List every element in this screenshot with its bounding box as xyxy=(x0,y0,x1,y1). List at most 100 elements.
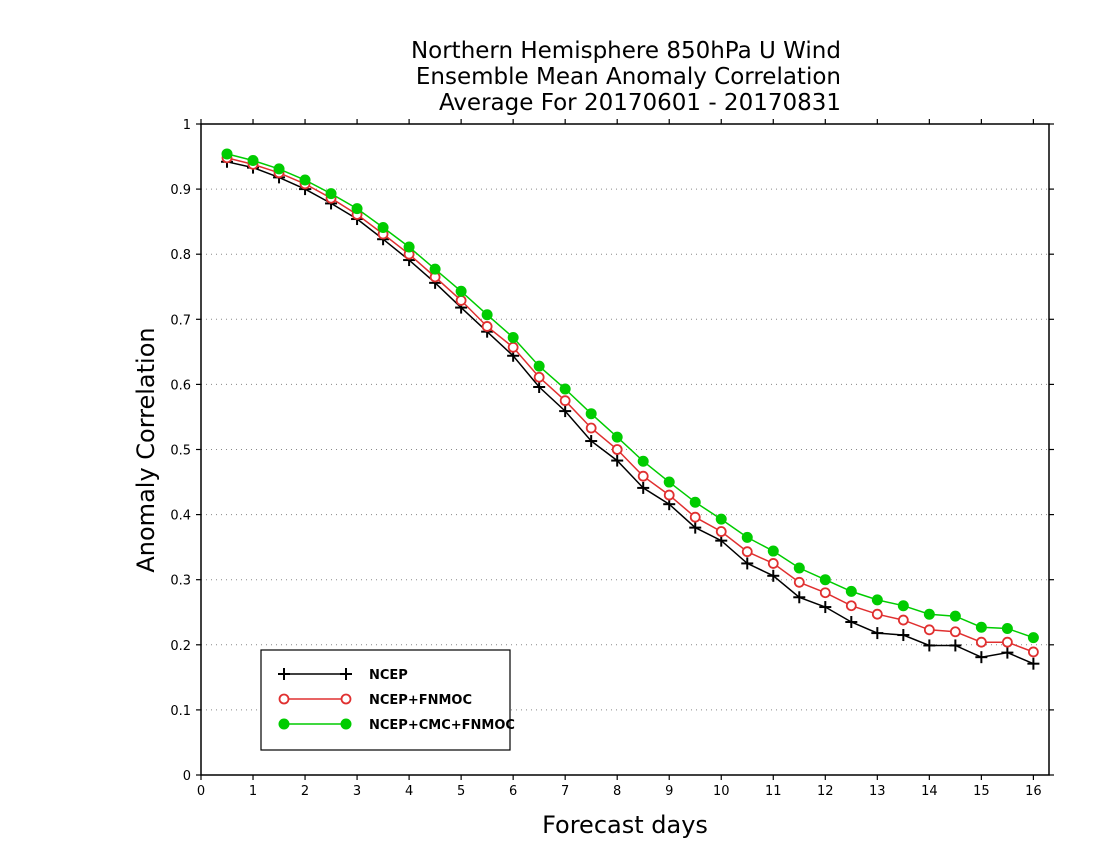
x-tick-label: 5 xyxy=(457,784,465,799)
x-tick-label: 14 xyxy=(921,784,938,799)
x-tick-label: 7 xyxy=(561,784,569,799)
x-tick-label: 13 xyxy=(869,784,886,799)
data-point xyxy=(637,455,649,467)
legend-marker xyxy=(278,693,290,705)
legend-box xyxy=(260,649,511,751)
data-point xyxy=(559,383,571,395)
y-tick-label: 0.8 xyxy=(170,248,191,263)
legend-label: NCEP xyxy=(369,668,408,683)
data-point xyxy=(273,163,285,175)
data-point xyxy=(871,608,883,620)
data-point xyxy=(481,309,493,321)
data-point xyxy=(949,626,961,638)
y-tick-label: 0.9 xyxy=(170,183,191,198)
y-tick-label: 0.1 xyxy=(170,704,191,719)
y-axis-label: Anomaly Correlation xyxy=(132,327,160,572)
data-point xyxy=(637,470,649,482)
data-point xyxy=(897,600,909,612)
data-point xyxy=(325,188,337,200)
series-line xyxy=(226,157,1034,653)
data-point xyxy=(507,332,519,344)
data-point xyxy=(793,576,805,588)
x-tick-label: 15 xyxy=(973,784,990,799)
data-point xyxy=(975,621,987,633)
data-point xyxy=(585,422,597,434)
x-tick-label: 12 xyxy=(817,784,834,799)
data-point xyxy=(1001,636,1013,648)
x-tick-label: 11 xyxy=(765,784,782,799)
series xyxy=(221,148,1040,670)
x-axis-label: Forecast days xyxy=(542,811,708,839)
x-tick-label: 4 xyxy=(405,784,413,799)
data-point xyxy=(533,381,546,394)
data-point xyxy=(533,360,545,372)
data-point xyxy=(611,444,623,455)
data-point xyxy=(1027,632,1039,644)
x-tick-label: 0 xyxy=(197,784,205,799)
y-tick-label: 0 xyxy=(183,769,191,784)
y-tick-label: 1 xyxy=(183,118,191,133)
data-point xyxy=(507,341,519,353)
data-point xyxy=(1001,623,1013,635)
series-line xyxy=(226,161,1034,665)
series-ncep xyxy=(221,155,1040,670)
data-point xyxy=(481,321,493,332)
series-line xyxy=(226,153,1034,639)
data-point xyxy=(533,371,545,383)
x-tick-label: 9 xyxy=(665,784,673,799)
data-point xyxy=(455,295,467,306)
data-point xyxy=(897,629,910,642)
data-point xyxy=(221,148,233,160)
legend-label: NCEP+CMC+FNMOC xyxy=(369,718,515,733)
chart-title-line: Ensemble Mean Anomaly Correlation xyxy=(416,64,841,90)
data-point xyxy=(975,636,987,648)
data-point xyxy=(819,574,831,586)
y-tick-label: 0.6 xyxy=(170,378,191,393)
y-tick-label: 0.4 xyxy=(170,509,191,524)
data-point xyxy=(1027,646,1039,658)
data-point xyxy=(767,569,780,582)
series-ncep-cmc-fnmoc xyxy=(221,148,1039,644)
chart-title-line: Northern Hemisphere 850hPa U Wind xyxy=(411,38,841,64)
chart-title-line: Average For 20170601 - 20170831 xyxy=(439,90,841,116)
x-tick-label: 2 xyxy=(301,784,309,799)
data-point xyxy=(689,521,702,534)
data-point xyxy=(611,431,623,443)
data-point xyxy=(767,545,779,557)
y-tick-label: 0.5 xyxy=(170,444,191,459)
gridlines xyxy=(201,188,1049,711)
y-tick-label: 0.7 xyxy=(170,313,191,328)
data-point xyxy=(585,408,597,420)
x-tick-label: 3 xyxy=(353,784,361,799)
legend-marker xyxy=(340,693,352,705)
x-ticks: 0 1 2 3 4 5 6 7 8 9 10 11 12 13 14 15 16 xyxy=(197,119,1042,799)
data-point xyxy=(923,608,935,620)
legend-marker xyxy=(278,718,290,730)
y-tick-label: 0.3 xyxy=(170,574,191,589)
data-point xyxy=(845,585,857,597)
y-tick-label: 0.2 xyxy=(170,639,191,654)
data-point xyxy=(299,174,311,186)
data-point xyxy=(793,562,805,574)
data-point xyxy=(741,557,754,570)
data-point xyxy=(377,222,389,234)
data-point xyxy=(403,241,415,253)
data-point xyxy=(741,531,753,543)
data-point xyxy=(949,610,961,622)
data-point xyxy=(871,627,884,640)
data-point xyxy=(663,489,675,501)
data-point xyxy=(819,587,831,599)
legend-marker xyxy=(278,668,290,680)
x-tick-label: 8 xyxy=(613,784,621,799)
x-tick-label: 6 xyxy=(509,784,517,799)
data-point xyxy=(455,285,467,297)
x-tick-label: 1 xyxy=(249,784,257,799)
legend-label: NCEP+FNMOC xyxy=(369,693,472,708)
data-point xyxy=(611,454,624,467)
legend-marker xyxy=(340,668,352,680)
data-point xyxy=(1027,657,1040,670)
x-tick-label: 16 xyxy=(1025,784,1042,799)
data-point xyxy=(793,591,806,604)
data-point xyxy=(429,263,441,275)
